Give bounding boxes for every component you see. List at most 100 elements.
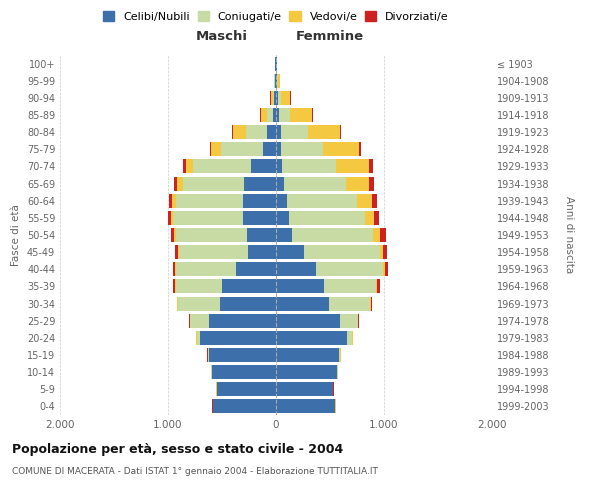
Bar — [273, 108, 276, 122]
Bar — [174, 228, 176, 242]
Bar — [276, 125, 281, 139]
Bar — [374, 211, 379, 225]
Bar — [340, 314, 358, 328]
Bar — [233, 125, 246, 139]
Bar — [371, 296, 372, 310]
Bar — [290, 108, 311, 122]
Bar — [268, 108, 273, 122]
Bar — [311, 108, 313, 122]
Bar — [359, 142, 361, 156]
Bar — [268, 125, 276, 139]
Bar — [173, 211, 242, 225]
Bar — [274, 91, 276, 105]
Bar — [263, 142, 276, 156]
Bar — [339, 348, 340, 362]
Bar — [276, 331, 347, 345]
Bar — [236, 262, 276, 276]
Bar — [176, 262, 236, 276]
Bar — [244, 176, 276, 190]
Text: Femmine: Femmine — [296, 30, 364, 43]
Bar — [261, 108, 268, 122]
Y-axis label: Fasce di età: Fasce di età — [11, 204, 21, 266]
Bar — [372, 194, 377, 207]
Bar — [357, 194, 372, 207]
Bar — [246, 125, 268, 139]
Bar — [275, 74, 276, 88]
Bar — [365, 211, 374, 225]
Bar — [276, 74, 277, 88]
Text: Popolazione per età, sesso e stato civile - 2004: Popolazione per età, sesso e stato civil… — [12, 442, 343, 456]
Bar — [380, 228, 386, 242]
Bar — [170, 228, 174, 242]
Bar — [281, 125, 308, 139]
Bar — [279, 108, 290, 122]
Bar — [323, 142, 359, 156]
Bar — [174, 176, 177, 190]
Bar — [284, 176, 346, 190]
Bar — [175, 245, 178, 259]
Bar — [276, 91, 278, 105]
Bar — [179, 245, 248, 259]
Legend: Celibi/Nubili, Coniugati/e, Vedovi/e, Divorziati/e: Celibi/Nubili, Coniugati/e, Vedovi/e, Di… — [100, 8, 452, 25]
Bar — [276, 160, 283, 173]
Bar — [283, 160, 337, 173]
Bar — [242, 211, 276, 225]
Bar — [292, 228, 373, 242]
Bar — [242, 194, 276, 207]
Bar — [176, 194, 242, 207]
Bar — [173, 280, 175, 293]
Bar — [289, 211, 365, 225]
Bar — [304, 245, 380, 259]
Bar — [169, 194, 172, 207]
Bar — [221, 142, 263, 156]
Bar — [380, 245, 383, 259]
Bar — [276, 280, 324, 293]
Bar — [182, 160, 186, 173]
Text: Maschi: Maschi — [196, 30, 248, 43]
Y-axis label: Anni di nascita: Anni di nascita — [563, 196, 574, 274]
Bar — [337, 160, 369, 173]
Bar — [376, 280, 377, 293]
Bar — [276, 400, 335, 413]
Text: COMUNE DI MACERATA - Dati ISTAT 1° gennaio 2004 - Elaborazione TUTTITALIA.IT: COMUNE DI MACERATA - Dati ISTAT 1° genna… — [12, 468, 378, 476]
Bar — [276, 108, 279, 122]
Bar — [370, 176, 374, 190]
Bar — [324, 280, 376, 293]
Bar — [369, 160, 373, 173]
Bar — [347, 331, 352, 345]
Bar — [385, 262, 388, 276]
Bar — [197, 331, 200, 345]
Bar — [278, 74, 280, 88]
Bar — [377, 280, 380, 293]
Bar — [186, 160, 193, 173]
Bar — [276, 211, 289, 225]
Bar — [273, 91, 274, 105]
Bar — [276, 296, 329, 310]
Bar — [220, 296, 276, 310]
Bar — [172, 194, 176, 207]
Bar — [178, 245, 179, 259]
Bar — [316, 262, 383, 276]
Bar — [373, 228, 380, 242]
Bar — [329, 296, 370, 310]
Bar — [276, 262, 316, 276]
Bar — [383, 262, 385, 276]
Bar — [193, 160, 251, 173]
Bar — [209, 142, 211, 156]
Bar — [276, 348, 339, 362]
Bar — [383, 245, 387, 259]
Bar — [168, 211, 171, 225]
Bar — [281, 91, 290, 105]
Bar — [232, 125, 233, 139]
Bar — [200, 331, 276, 345]
Bar — [217, 382, 276, 396]
Bar — [276, 228, 292, 242]
Bar — [276, 142, 281, 156]
Bar — [177, 176, 182, 190]
Bar — [212, 365, 276, 379]
Bar — [308, 125, 340, 139]
Bar — [346, 176, 370, 190]
Bar — [276, 382, 332, 396]
Bar — [278, 91, 281, 105]
Bar — [173, 262, 175, 276]
